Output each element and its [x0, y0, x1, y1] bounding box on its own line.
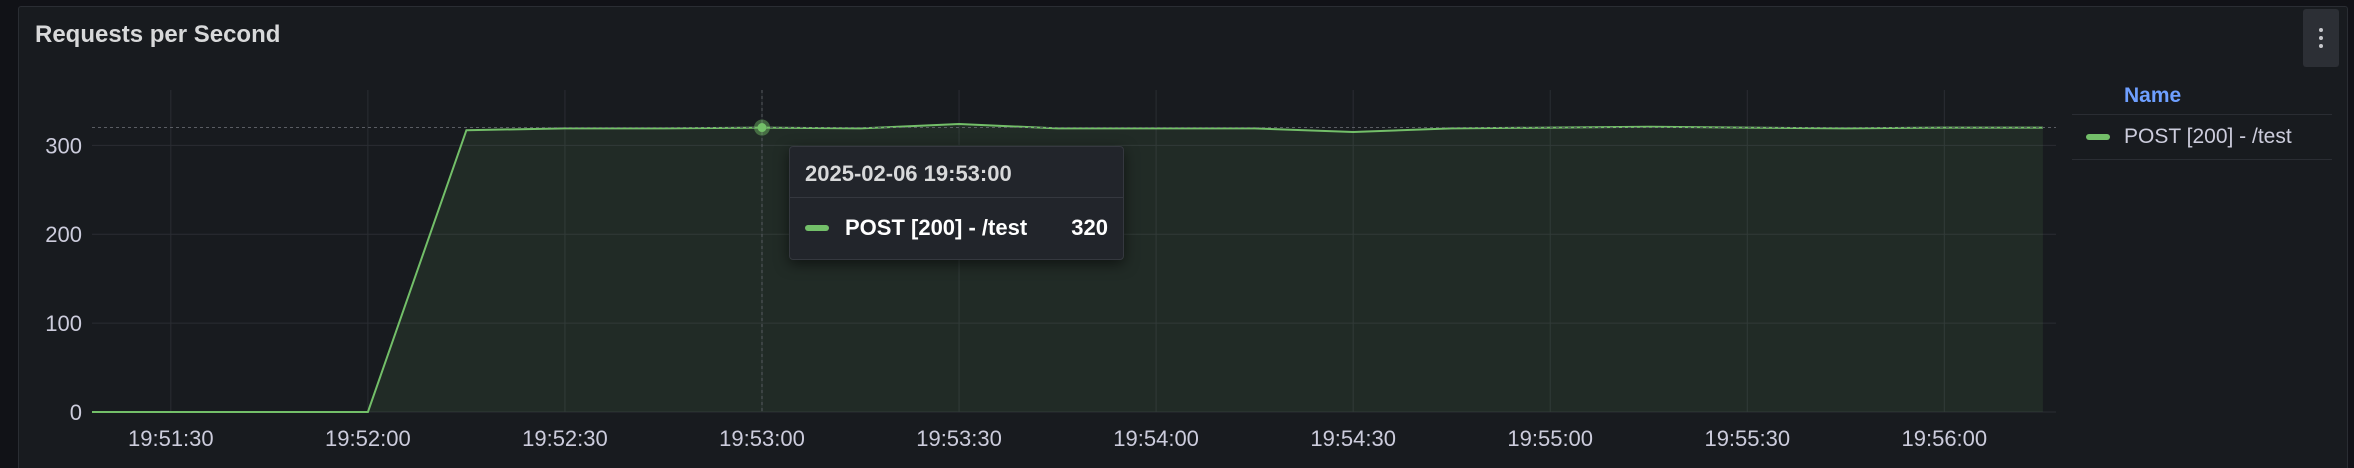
x-tick-label: 19:55:00 [1507, 426, 1593, 451]
kebab-menu-icon [2319, 28, 2323, 48]
legend-header[interactable]: Name [2072, 78, 2332, 115]
x-axis: 19:51:30 19:52:00 19:52:30 19:53:00 19:53:30… [128, 426, 1987, 451]
hover-cursor-layer [92, 90, 2056, 412]
x-tick-label: 19:53:30 [916, 426, 1002, 451]
tooltip-value: 320 [1071, 215, 1108, 240]
hover-tooltip: 2025-02-06 19:53:00 POST [200] - /test 3… [789, 146, 1124, 260]
x-tick-label: 19:54:30 [1310, 426, 1396, 451]
legend-swatch-icon [2086, 134, 2110, 140]
x-tick-label: 19:52:00 [325, 426, 411, 451]
legend: Name POST [200] - /test [2072, 78, 2332, 160]
y-tick-label: 200 [45, 222, 82, 247]
panel-menu-button[interactable] [2303, 9, 2339, 67]
hover-point-marker [757, 123, 767, 133]
x-tick-label: 19:53:00 [719, 426, 805, 451]
tooltip-swatch-icon [805, 225, 829, 231]
tooltip-series-label: POST [200] - /test [845, 215, 1028, 240]
requests-panel: Requests per Second [18, 6, 2348, 468]
y-tick-label: 100 [45, 311, 82, 336]
x-tick-label: 19:51:30 [128, 426, 214, 451]
legend-item-label: POST [200] - /test [2124, 125, 2292, 148]
series-area-fill [92, 124, 2043, 412]
x-tick-label: 19:56:00 [1902, 426, 1988, 451]
tooltip-series-row: POST [200] - /test 320 [805, 215, 1108, 241]
tooltip-time: 2025-02-06 19:53:00 [805, 161, 1012, 186]
x-tick-label: 19:54:00 [1113, 426, 1199, 451]
y-tick-label: 0 [70, 400, 82, 425]
tooltip-divider [790, 197, 1123, 198]
chart-area-layer [92, 122, 2043, 413]
series-line [92, 122, 2043, 413]
y-tick-label: 300 [45, 133, 82, 158]
y-axis: 0 100 200 300 [45, 133, 82, 425]
panel-title: Requests per Second [35, 21, 281, 48]
x-tick-label: 19:52:30 [522, 426, 608, 451]
x-tick-label: 19:55:30 [1704, 426, 1790, 451]
legend-item[interactable]: POST [200] - /test [2072, 115, 2332, 160]
